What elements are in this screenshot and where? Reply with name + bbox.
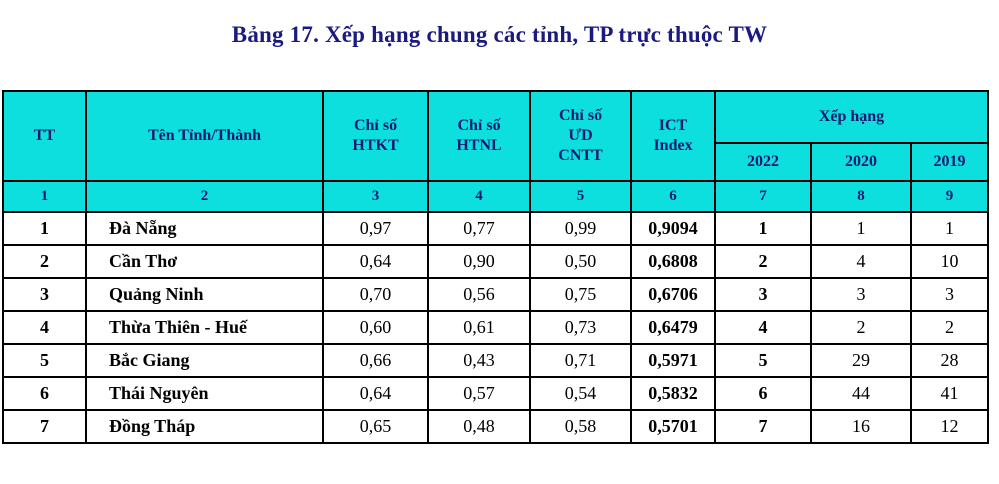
cell-udcntt: 0,73 bbox=[529, 310, 632, 345]
cell-udcntt: 0,54 bbox=[529, 376, 632, 411]
cell-rank-2022: 3 bbox=[714, 277, 812, 312]
table-row: 5 Bắc Giang 0,66 0,43 0,71 0,5971 5 29 28 bbox=[2, 343, 989, 378]
cell-province: Thừa Thiên - Huế bbox=[85, 310, 324, 345]
header-ict-index: ICT Index bbox=[630, 90, 716, 182]
cell-htnl: 0,61 bbox=[427, 310, 531, 345]
cell-province: Đồng Tháp bbox=[85, 409, 324, 444]
cell-rank-2019: 3 bbox=[910, 277, 989, 312]
cell-ict-index: 0,9094 bbox=[630, 211, 716, 246]
ranking-table: TT Tên Tỉnh/Thành Chỉ số HTKT Chỉ số HTN… bbox=[2, 90, 989, 444]
cell-udcntt: 0,58 bbox=[529, 409, 632, 444]
table-row: 4 Thừa Thiên - Huế 0,60 0,61 0,73 0,6479 4 2 2 bbox=[2, 310, 989, 345]
header-htkt: Chỉ số HTKT bbox=[322, 90, 429, 182]
header-year-2022: 2022 bbox=[714, 142, 812, 182]
cell-tt: 2 bbox=[2, 244, 87, 279]
table-row: 7 Đồng Tháp 0,65 0,48 0,58 0,5701 7 16 12 bbox=[2, 409, 989, 444]
cell-rank-2019: 2 bbox=[910, 310, 989, 345]
cell-udcntt: 0,99 bbox=[529, 211, 632, 246]
header-year-2019: 2019 bbox=[910, 142, 989, 182]
cell-tt: 5 bbox=[2, 343, 87, 378]
numbering-cell: 2 bbox=[85, 180, 324, 213]
numbering-cell: 3 bbox=[322, 180, 429, 213]
cell-rank-2020: 1 bbox=[810, 211, 912, 246]
cell-rank-2019: 10 bbox=[910, 244, 989, 279]
cell-htkt: 0,66 bbox=[322, 343, 429, 378]
cell-rank-2022: 4 bbox=[714, 310, 812, 345]
cell-rank-2020: 44 bbox=[810, 376, 912, 411]
cell-rank-2020: 4 bbox=[810, 244, 912, 279]
cell-htkt: 0,64 bbox=[322, 244, 429, 279]
cell-udcntt: 0,50 bbox=[529, 244, 632, 279]
cell-ict-index: 0,5832 bbox=[630, 376, 716, 411]
cell-htkt: 0,97 bbox=[322, 211, 429, 246]
numbering-cell: 5 bbox=[529, 180, 632, 213]
header-row-years: 2022 2020 2019 bbox=[3, 142, 989, 182]
cell-htnl: 0,43 bbox=[427, 343, 531, 378]
cell-htnl: 0,48 bbox=[427, 409, 531, 444]
numbering-cell: 7 bbox=[714, 180, 812, 213]
cell-rank-2019: 28 bbox=[910, 343, 989, 378]
cell-udcntt: 0,71 bbox=[529, 343, 632, 378]
cell-tt: 7 bbox=[2, 409, 87, 444]
cell-htnl: 0,77 bbox=[427, 211, 531, 246]
cell-tt: 3 bbox=[2, 277, 87, 312]
cell-ict-index: 0,5701 bbox=[630, 409, 716, 444]
cell-htkt: 0,65 bbox=[322, 409, 429, 444]
cell-ict-index: 0,6706 bbox=[630, 277, 716, 312]
cell-tt: 6 bbox=[2, 376, 87, 411]
cell-rank-2022: 5 bbox=[714, 343, 812, 378]
cell-ict-index: 0,6479 bbox=[630, 310, 716, 345]
header-province: Tên Tỉnh/Thành bbox=[85, 90, 324, 182]
cell-rank-2020: 2 bbox=[810, 310, 912, 345]
cell-rank-2020: 3 bbox=[810, 277, 912, 312]
cell-province: Bắc Giang bbox=[85, 343, 324, 378]
cell-htkt: 0,64 bbox=[322, 376, 429, 411]
cell-htnl: 0,57 bbox=[427, 376, 531, 411]
table-row: 1 Đà Nẵng 0,97 0,77 0,99 0,9094 1 1 1 bbox=[2, 211, 989, 246]
cell-htnl: 0,56 bbox=[427, 277, 531, 312]
cell-rank-2022: 7 bbox=[714, 409, 812, 444]
header-ranking-group: Xếp hạng bbox=[714, 90, 989, 144]
header-tt: TT bbox=[2, 90, 87, 182]
cell-rank-2019: 1 bbox=[910, 211, 989, 246]
cell-ict-index: 0,6808 bbox=[630, 244, 716, 279]
cell-udcntt: 0,75 bbox=[529, 277, 632, 312]
cell-province: Quảng Ninh bbox=[85, 277, 324, 312]
cell-tt: 4 bbox=[2, 310, 87, 345]
cell-rank-2019: 41 bbox=[910, 376, 989, 411]
cell-ict-index: 0,5971 bbox=[630, 343, 716, 378]
numbering-cell: 1 bbox=[2, 180, 87, 213]
cell-rank-2019: 12 bbox=[910, 409, 989, 444]
cell-rank-2020: 16 bbox=[810, 409, 912, 444]
cell-tt: 1 bbox=[2, 211, 87, 246]
numbering-cell: 8 bbox=[810, 180, 912, 213]
cell-rank-2022: 6 bbox=[714, 376, 812, 411]
numbering-row: 1 2 3 4 5 6 7 8 9 bbox=[2, 180, 989, 213]
table-row: 3 Quảng Ninh 0,70 0,56 0,75 0,6706 3 3 3 bbox=[2, 277, 989, 312]
cell-htkt: 0,70 bbox=[322, 277, 429, 312]
cell-rank-2020: 29 bbox=[810, 343, 912, 378]
header-udcntt: Chỉ số ƯD CNTT bbox=[529, 90, 632, 182]
table-header: TT Tên Tỉnh/Thành Chỉ số HTKT Chỉ số HTN… bbox=[2, 90, 989, 213]
cell-rank-2022: 1 bbox=[714, 211, 812, 246]
cell-htkt: 0,60 bbox=[322, 310, 429, 345]
cell-htnl: 0,90 bbox=[427, 244, 531, 279]
table-title: Bảng 17. Xếp hạng chung các tỉnh, TP trự… bbox=[231, 22, 768, 47]
numbering-cell: 9 bbox=[910, 180, 989, 213]
cell-province: Cần Thơ bbox=[85, 244, 324, 279]
header-htnl: Chỉ số HTNL bbox=[427, 90, 531, 182]
cell-rank-2022: 2 bbox=[714, 244, 812, 279]
table-row: 2 Cần Thơ 0,64 0,90 0,50 0,6808 2 4 10 bbox=[2, 244, 989, 279]
header-year-2020: 2020 bbox=[810, 142, 912, 182]
numbering-cell: 4 bbox=[427, 180, 531, 213]
cell-province: Thái Nguyên bbox=[85, 376, 324, 411]
table-body: 1 Đà Nẵng 0,97 0,77 0,99 0,9094 1 1 1 2 Cần Thơ 0,6… bbox=[2, 211, 989, 444]
cell-province: Đà Nẵng bbox=[85, 211, 324, 246]
header-row-main: TT Tên Tỉnh/Thành Chỉ số HTKT Chỉ số HTN… bbox=[2, 90, 989, 182]
table-row: 6 Thái Nguyên 0,64 0,57 0,54 0,5832 6 44 41 bbox=[2, 376, 989, 411]
numbering-cell: 6 bbox=[630, 180, 716, 213]
